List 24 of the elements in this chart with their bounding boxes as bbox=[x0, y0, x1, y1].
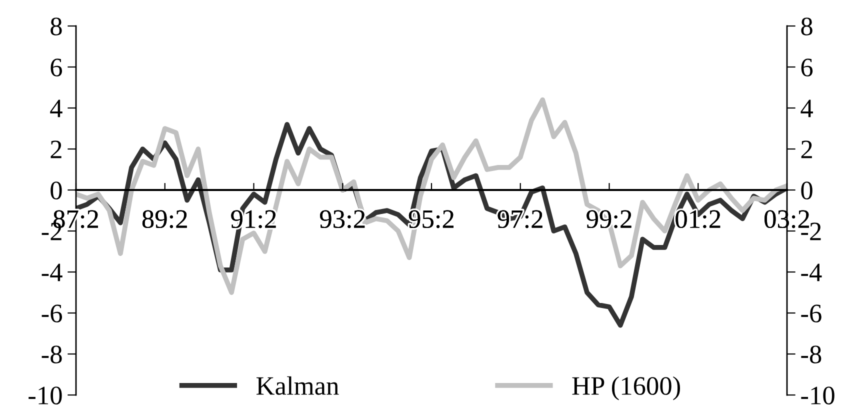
y2-tick-label: 6 bbox=[801, 58, 813, 76]
x-tick-label: 93:2 bbox=[320, 210, 365, 228]
y-tick-label: -4 bbox=[42, 264, 62, 282]
y2-tick-label: -8 bbox=[801, 346, 822, 364]
x-tick-label: 89:2 bbox=[142, 210, 187, 228]
y2-tick-label: -6 bbox=[801, 304, 822, 322]
y2-tick-label: 2 bbox=[801, 140, 812, 158]
y2-tick-label: -4 bbox=[801, 264, 822, 282]
y-tick-label: 0 bbox=[50, 182, 62, 200]
y-tick-label: -6 bbox=[42, 304, 62, 322]
y-tick-label: 8 bbox=[50, 18, 62, 36]
y2-tick-label: 0 bbox=[801, 182, 812, 200]
y-tick-label: 6 bbox=[50, 58, 62, 76]
legend-label: HP (1600) bbox=[572, 376, 680, 400]
y-tick-label: 4 bbox=[50, 100, 62, 118]
y-tick-label: -8 bbox=[42, 346, 62, 364]
y-tick-label: 2 bbox=[50, 140, 62, 158]
y2-tick-label: 8 bbox=[801, 18, 812, 36]
y-tick-label: -10 bbox=[28, 386, 62, 404]
legend-label: Kalman bbox=[256, 376, 339, 395]
x-tick-label: 99:2 bbox=[586, 210, 632, 228]
y2-tick-label: -10 bbox=[801, 386, 834, 404]
x-tick-label: 97:2 bbox=[498, 210, 542, 228]
y2-tick-label: 4 bbox=[800, 100, 813, 118]
